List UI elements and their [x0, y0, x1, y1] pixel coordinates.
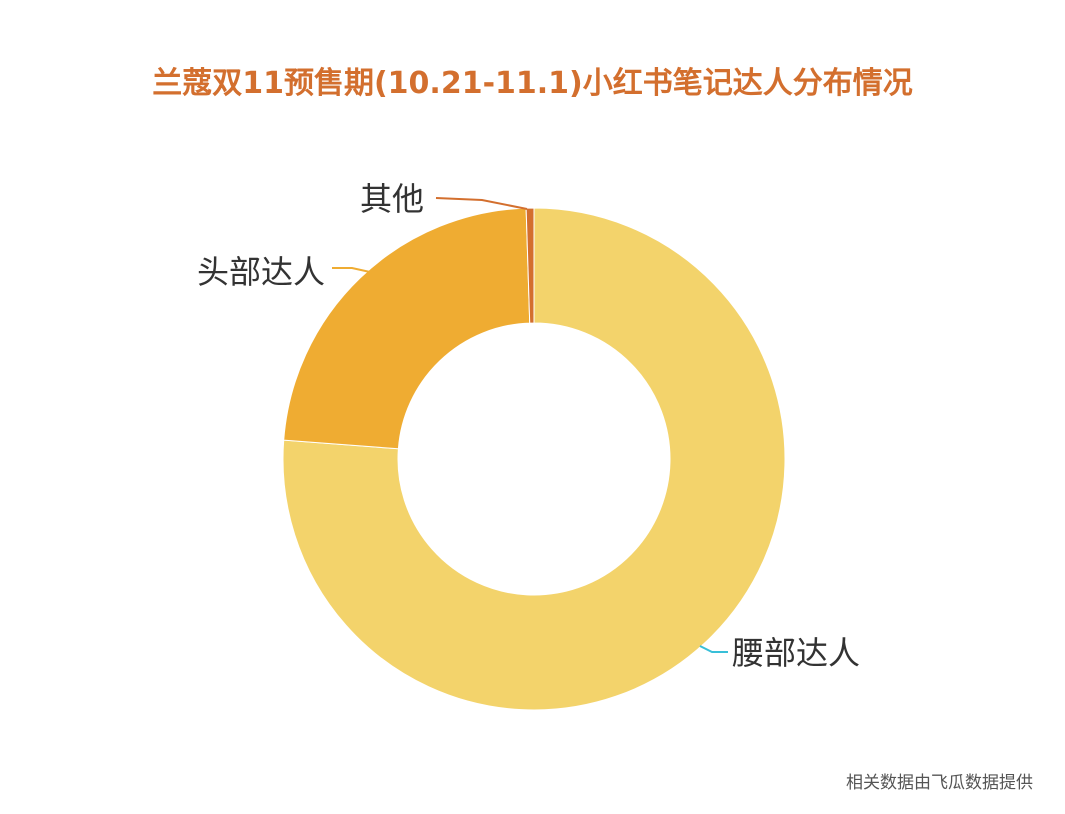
slice-label-1: 头部达人	[197, 253, 325, 291]
donut-slice-2	[525, 207, 535, 324]
leader-line-0	[699, 645, 728, 653]
slice-label-2: 其他	[360, 180, 424, 218]
slice-label-0: 腰部达人	[732, 634, 860, 672]
donut-slice-1	[283, 207, 531, 450]
chart-title: 兰蔻双11预售期(10.21-11.1)小红书笔记达人分布情况	[152, 66, 913, 101]
data-source-note: 相关数据由飞瓜数据提供	[846, 773, 1033, 793]
donut-slice-0	[282, 207, 786, 711]
slices-layer	[282, 207, 786, 711]
leader-lines-layer	[332, 197, 728, 653]
leader-line-2	[435, 197, 528, 210]
leader-line-1	[332, 267, 371, 273]
